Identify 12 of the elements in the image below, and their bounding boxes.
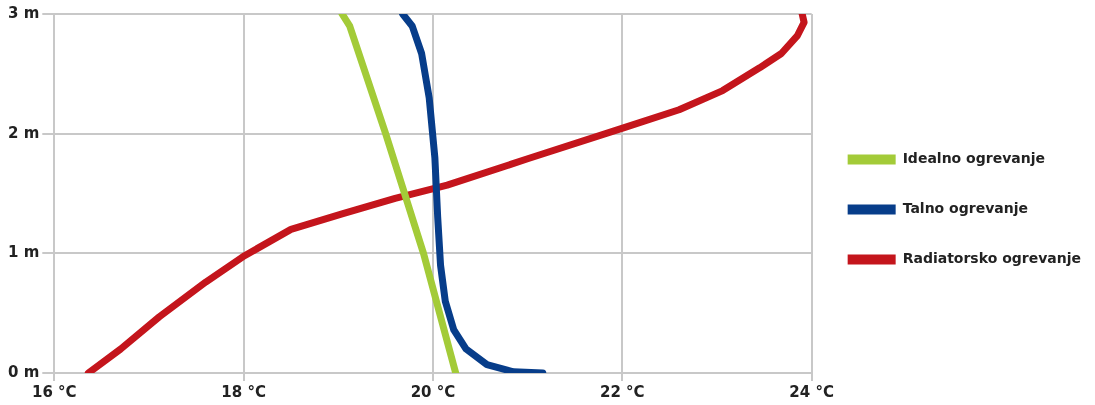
y-tick-label: 3 m	[7, 3, 40, 22]
legend-label: Radiatorsko ogrevanje	[902, 250, 1081, 267]
legend-label: Talno ogrevanje	[902, 200, 1028, 217]
y-tick-label: 0 m	[7, 362, 40, 381]
x-tick-label: 22 °C	[600, 382, 645, 401]
x-tick-label: 18 °C	[221, 382, 266, 401]
x-tick-label: 24 °C	[789, 382, 834, 401]
y-tick-label: 2 m	[7, 123, 40, 142]
legend-label: Idealno ogrevanje	[902, 150, 1045, 167]
y-tick-label: 1 m	[7, 243, 40, 262]
x-tick-label: 20 °C	[410, 382, 456, 401]
x-tick-label: 16 °C	[31, 382, 77, 401]
